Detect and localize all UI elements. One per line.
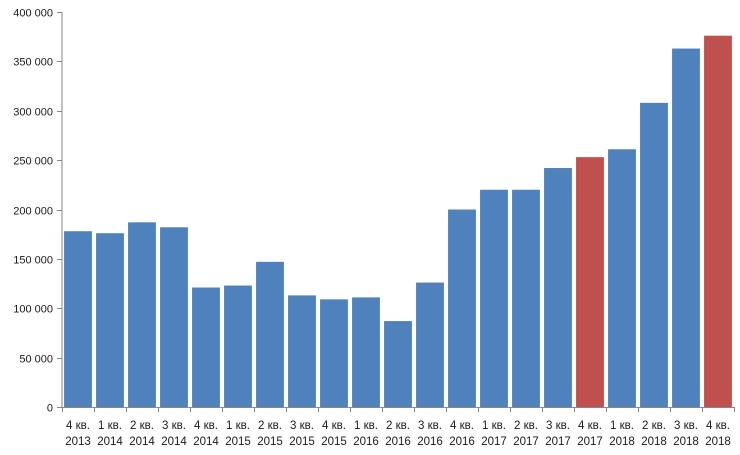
x-tick-label-year: 2015 (257, 436, 283, 448)
x-tick-label-year: 2016 (385, 436, 411, 448)
x-tick-label-year: 2015 (225, 436, 251, 448)
x-tick-label-year: 2016 (353, 436, 379, 448)
x-tick-label-quarter: 3 кв. (290, 420, 314, 432)
x-tick-label-quarter: 4 кв. (66, 420, 90, 432)
bar (96, 233, 124, 407)
x-tick-label-year: 2017 (513, 436, 539, 448)
x-tick-label-quarter: 1 кв. (226, 420, 250, 432)
x-tick-label-quarter: 2 кв. (386, 420, 410, 432)
bar (64, 231, 92, 407)
x-tick-label-quarter: 3 кв. (674, 420, 698, 432)
x-tick-label: 1 кв. 2017 (481, 420, 507, 448)
x-tick-label: 4 кв. 2016 (449, 420, 475, 448)
bar (352, 297, 380, 407)
x-tick-label-quarter: 3 кв. (162, 420, 186, 432)
bars (64, 35, 732, 407)
x-tick-label: 3 кв. 2014 (161, 420, 187, 448)
x-tick-label-quarter: 1 кв. (98, 420, 122, 432)
x-tick-label: 3 кв. 2018 (673, 420, 699, 448)
x-tick-label-quarter: 4 кв. (578, 420, 602, 432)
y-tick-label: 150 000 (13, 255, 53, 267)
x-tick-label-year: 2018 (641, 436, 667, 448)
x-tick-label: 1 кв. 2014 (97, 420, 123, 448)
bar (448, 209, 476, 407)
x-tick-label-quarter: 3 кв. (418, 420, 442, 432)
y-tick-label: 300 000 (13, 107, 53, 119)
x-tick-label-year: 2017 (545, 436, 571, 448)
x-tick-label-quarter: 4 кв. (450, 420, 474, 432)
bar (128, 222, 156, 407)
x-tick-label-year: 2018 (609, 436, 635, 448)
x-tick-label: 2 кв. 2015 (257, 420, 283, 448)
x-tick-label: 2 кв. 2014 (129, 420, 155, 448)
y-tick-label: 50 000 (19, 354, 53, 366)
x-tick-label-quarter: 2 кв. (514, 420, 538, 432)
bar (192, 287, 220, 407)
x-tick-label-year: 2017 (481, 436, 507, 448)
x-tick-label: 4 кв. 2014 (193, 420, 219, 448)
bar (224, 285, 252, 407)
x-tick-label: 4 кв. 2017 (577, 420, 603, 448)
x-tick-label: 4 кв. 2015 (321, 420, 347, 448)
x-tick-label-year: 2014 (193, 436, 219, 448)
bar (672, 48, 700, 407)
x-tick-label: 1 кв. 2018 (609, 420, 635, 448)
bar (544, 168, 572, 407)
x-tick-label: 1 кв. 2015 (225, 420, 251, 448)
bar (384, 321, 412, 407)
x-tick-label: 3 кв. 2017 (545, 420, 571, 448)
bar (576, 157, 604, 407)
x-tick-label-quarter: 3 кв. (546, 420, 570, 432)
y-tick-label: 200 000 (13, 206, 53, 218)
bar (320, 299, 348, 407)
x-tick-label-year: 2017 (577, 436, 603, 448)
y-tick-label: 100 000 (13, 304, 53, 316)
x-tick-label: 2 кв. 2018 (641, 420, 667, 448)
x-tick-label-year: 2016 (417, 436, 443, 448)
bar (480, 189, 508, 407)
x-tick-label: 2 кв. 2016 (385, 420, 411, 448)
x-tick-label-year: 2015 (289, 436, 315, 448)
x-tick-label: 2 кв. 2017 (513, 420, 539, 448)
bar (704, 35, 732, 407)
x-tick-label-quarter: 2 кв. (130, 420, 154, 432)
x-tick-label-year: 2018 (673, 436, 699, 448)
x-tick-label: 1 кв. 2016 (353, 420, 379, 448)
bar (288, 295, 316, 407)
x-tick-label-quarter: 4 кв. (194, 420, 218, 432)
y-tick-label: 0 (47, 403, 53, 415)
x-tick-label-year: 2014 (97, 436, 123, 448)
x-tick-label-quarter: 1 кв. (482, 420, 506, 432)
x-tick-label-year: 2014 (129, 436, 155, 448)
x-tick-label-quarter: 1 кв. (354, 420, 378, 432)
x-tick-label-quarter: 2 кв. (258, 420, 282, 432)
x-tick-label-year: 2015 (321, 436, 347, 448)
bar (256, 261, 284, 407)
bar (416, 282, 444, 407)
x-tick-label-quarter: 2 кв. (642, 420, 666, 432)
y-tick-label: 400 000 (13, 8, 53, 20)
x-tick-label: 4 кв. 2018 (705, 420, 731, 448)
x-tick-label: 4 кв. 2013 (65, 420, 91, 448)
x-tick-label-year: 2013 (65, 436, 91, 448)
x-tick-label-quarter: 1 кв. (610, 420, 634, 432)
bar (512, 189, 540, 407)
y-axis: 0 50 000 100 000 150 000 200 000 250 000 300 0… (13, 8, 63, 415)
bar (608, 149, 636, 407)
y-tick-label: 350 000 (13, 57, 53, 69)
bar (640, 102, 668, 407)
x-tick-label-year: 2018 (705, 436, 731, 448)
x-tick-label-quarter: 4 кв. (322, 420, 346, 432)
x-tick-label-year: 2014 (161, 436, 187, 448)
x-tick-label: 3 кв. 2016 (417, 420, 443, 448)
y-tick-label: 250 000 (13, 156, 53, 168)
x-tick-label-year: 2016 (449, 436, 475, 448)
x-tick-label-quarter: 4 кв. (706, 420, 730, 432)
bar (160, 227, 188, 407)
x-tick-label: 3 кв. 2015 (289, 420, 315, 448)
